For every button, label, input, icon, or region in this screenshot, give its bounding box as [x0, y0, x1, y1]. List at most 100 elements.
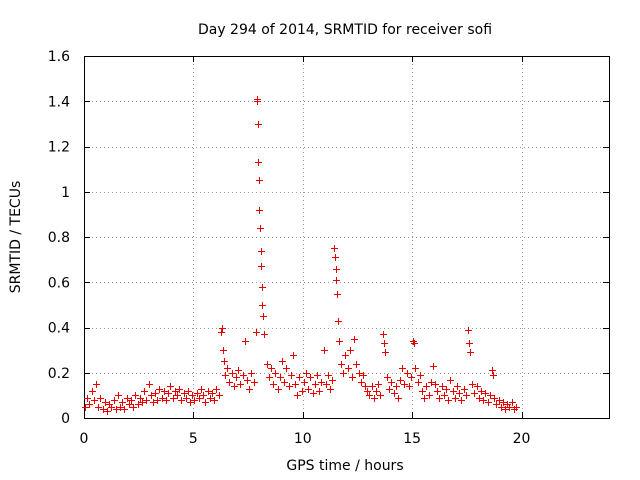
data-point — [281, 379, 288, 386]
x-tick-label: 5 — [189, 431, 198, 447]
data-point — [327, 386, 334, 393]
data-point — [340, 370, 347, 377]
data-point — [364, 388, 371, 395]
data-point — [89, 388, 96, 395]
data-point — [226, 379, 233, 386]
data-point — [279, 358, 286, 365]
data-point — [380, 331, 387, 338]
x-tick-label: 10 — [294, 431, 312, 447]
data-point — [277, 374, 284, 381]
data-point — [461, 386, 468, 393]
data-point — [119, 399, 126, 406]
data-point — [154, 397, 161, 404]
tick-marks — [84, 56, 609, 419]
data-point — [366, 392, 373, 399]
data-point — [362, 383, 369, 390]
data-point — [163, 397, 170, 404]
data-point — [200, 392, 207, 399]
data-point — [321, 347, 328, 354]
data-point — [174, 392, 181, 399]
data-point — [386, 386, 393, 393]
data-point — [423, 383, 430, 390]
data-point — [196, 395, 203, 402]
data-point — [237, 381, 244, 388]
data-point — [143, 397, 150, 404]
y-tick-label: 0 — [61, 411, 70, 427]
data-point — [235, 367, 242, 374]
data-point — [480, 397, 487, 404]
data-point — [294, 392, 301, 399]
data-point — [336, 338, 343, 345]
data-point — [513, 404, 520, 411]
data-point — [128, 397, 135, 404]
data-point — [185, 388, 192, 395]
data-point — [395, 395, 402, 402]
data-point — [248, 370, 255, 377]
data-point — [489, 367, 496, 374]
data-point — [314, 372, 321, 379]
data-point — [258, 263, 265, 270]
y-tick-labels: 0 0.2 0.4 0.6 0.8 1 1.2 1.4 1.6 — [48, 49, 70, 427]
data-points — [82, 96, 520, 415]
data-point — [476, 395, 483, 402]
data-point — [342, 352, 349, 359]
data-point — [189, 392, 196, 399]
data-point — [260, 313, 267, 320]
data-point — [91, 397, 98, 404]
data-point — [349, 374, 356, 381]
data-point — [391, 390, 398, 397]
data-point — [415, 379, 422, 386]
data-point — [411, 340, 418, 347]
x-tick-label: 15 — [403, 431, 421, 447]
data-point — [254, 98, 261, 105]
data-point — [205, 388, 212, 395]
x-tick-label: 20 — [513, 431, 531, 447]
data-point — [377, 392, 384, 399]
data-point — [292, 381, 299, 388]
data-point — [288, 372, 295, 379]
data-point — [258, 248, 265, 255]
data-point — [434, 388, 441, 395]
data-point — [333, 266, 340, 273]
data-point — [406, 383, 413, 390]
data-point — [421, 395, 428, 402]
data-point — [113, 406, 120, 413]
y-tick-label: 1.4 — [48, 94, 70, 110]
data-point — [229, 370, 236, 377]
x-axis-label: GPS time / hours — [286, 458, 403, 474]
data-point — [172, 388, 179, 395]
data-point — [356, 370, 363, 377]
data-point — [224, 365, 231, 372]
data-point — [371, 395, 378, 402]
data-point — [170, 395, 177, 402]
data-point — [176, 386, 183, 393]
data-point — [430, 363, 437, 370]
data-point — [266, 374, 273, 381]
data-point — [500, 399, 507, 406]
y-tick-label: 0.4 — [48, 321, 70, 337]
data-point — [466, 340, 473, 347]
data-point — [426, 392, 433, 399]
data-point — [496, 397, 503, 404]
data-point — [84, 395, 91, 402]
data-point — [485, 399, 492, 406]
data-point — [194, 390, 201, 397]
data-point — [156, 386, 163, 393]
data-point — [408, 374, 415, 381]
data-point — [256, 207, 263, 214]
data-point — [439, 383, 446, 390]
y-tick-label: 1.6 — [48, 49, 70, 65]
data-point — [454, 383, 461, 390]
data-point — [325, 372, 332, 379]
data-point — [178, 397, 185, 404]
data-point — [261, 331, 268, 338]
data-point — [331, 245, 338, 252]
x-tick-labels: 0 5 10 15 20 — [80, 431, 531, 447]
data-point — [222, 372, 229, 379]
data-point — [338, 361, 345, 368]
data-point — [506, 404, 513, 411]
data-point — [382, 349, 389, 356]
data-point — [428, 379, 435, 386]
